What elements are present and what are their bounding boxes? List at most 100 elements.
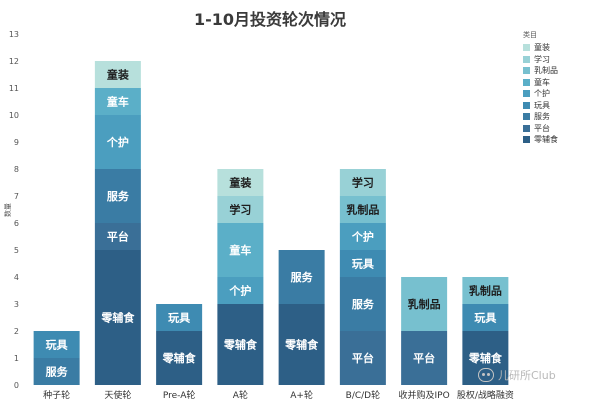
legend-swatch: [523, 101, 530, 109]
bar-segment-label: 玩具: [474, 312, 496, 325]
bar-segment-label: 零辅食: [223, 338, 258, 352]
legend-item: 个护: [523, 88, 558, 100]
legend-label: 个护: [534, 89, 550, 99]
bar-segment: [401, 331, 448, 385]
bar-segment: [33, 358, 80, 385]
y-tick-label: 7: [14, 192, 19, 201]
y-tick-label: 6: [14, 219, 19, 228]
x-tick-label: 种子轮: [43, 389, 70, 401]
legend-label: 玩具: [534, 100, 550, 110]
bar-segment: [278, 250, 325, 304]
y-tick-label: 3: [14, 300, 19, 309]
y-tick-label: 8: [14, 165, 19, 174]
legend-label: 乳制品: [534, 66, 558, 76]
bar-segment-label: 个护: [106, 135, 129, 149]
bar-segment: [401, 277, 448, 331]
x-tick-label: 股权/战略融资: [457, 389, 514, 401]
bar-segment-label: 服务: [352, 297, 375, 311]
bar-segment: [217, 169, 264, 196]
y-tick-label: 5: [14, 246, 19, 255]
y-tick-label: 0: [14, 381, 19, 390]
legend-swatch: [523, 124, 530, 132]
legend-label: 学习: [534, 54, 550, 64]
bar-segment-label: 童装: [229, 176, 251, 190]
bar-segment-label: 玩具: [46, 339, 68, 352]
x-tick-label: 天使轮: [104, 389, 131, 401]
legend-swatch: [523, 67, 530, 75]
legend-label: 零辅食: [534, 135, 558, 145]
legend-item: 童车: [523, 77, 558, 89]
bar-segment-label: 童车: [107, 95, 129, 109]
legend-item: 服务: [523, 111, 558, 123]
legend-label: 童车: [534, 77, 550, 87]
legend-swatch: [523, 78, 530, 86]
legend-swatch: [523, 113, 530, 121]
bar-segment: [339, 250, 386, 277]
bar-segment-label: 服务: [46, 365, 69, 379]
x-tick-label: A轮: [233, 389, 248, 401]
bar-segment: [217, 223, 264, 277]
bar-segment: [462, 304, 509, 331]
bar-segment-label: 乳制品: [408, 297, 441, 311]
bar-segment: [462, 277, 509, 304]
stacked-bar-chart: 数量012345678910111213服务玩具种子轮零辅食平台服务个护童车童装…: [3, 30, 514, 401]
bar-segment-label: 零辅食: [162, 351, 197, 365]
bar-segment: [94, 250, 141, 385]
y-tick-label: 12: [9, 57, 19, 66]
bar-segment: [339, 169, 386, 196]
legend-label: 平台: [534, 123, 550, 133]
bar-segment: [278, 304, 325, 385]
bar-segment: [33, 331, 80, 358]
bar-segment: [217, 196, 264, 223]
y-axis-label: 数量: [3, 203, 12, 217]
chart-title: 1-10月投资轮次情况: [193, 10, 347, 29]
bar-segment-label: 服务: [107, 189, 130, 203]
legend-label: 服务: [534, 112, 550, 122]
legend-swatch: [523, 44, 530, 52]
bar-segment: [156, 304, 203, 331]
watermark: 儿研所Club: [478, 367, 556, 383]
bar-segment: [94, 88, 141, 115]
bar-segment: [94, 223, 141, 250]
bar-segment: [339, 223, 386, 250]
y-tick-label: 9: [14, 138, 19, 147]
bar-segment: [462, 331, 509, 385]
bar-segment: [94, 61, 141, 88]
bar-segment-label: 玩具: [168, 312, 190, 325]
legend-swatch: [523, 55, 530, 63]
bar-segment-label: 乳制品: [469, 284, 502, 298]
wechat-icon: [478, 368, 494, 382]
bar-segment-label: 平台: [107, 230, 129, 244]
bar-segment-label: 童装: [107, 68, 129, 82]
y-tick-label: 11: [9, 84, 19, 93]
bar-segment-label: 平台: [413, 351, 435, 365]
bar-segment-label: 玩具: [352, 258, 374, 271]
bar-segment: [94, 169, 141, 223]
legend-item: 童装: [523, 42, 558, 54]
y-tick-label: 13: [9, 30, 19, 39]
bar-segment-label: 学习: [352, 176, 374, 190]
legend-item: 平台: [523, 123, 558, 135]
bar-segment-label: 个护: [228, 284, 251, 298]
legend-item: 学习: [523, 54, 558, 66]
bar-segment: [94, 115, 141, 169]
bar-segment-label: 服务: [291, 270, 314, 284]
bar-segment-label: 平台: [352, 351, 374, 365]
y-tick-label: 1: [14, 354, 19, 363]
bar-segment-label: 零辅食: [468, 351, 503, 365]
x-tick-label: B/C/D轮: [346, 389, 380, 401]
x-tick-label: A+轮: [290, 389, 313, 401]
bar-segment: [217, 277, 264, 304]
bar-segment-label: 零辅食: [100, 311, 135, 325]
bar-segment-label: 童车: [229, 243, 251, 257]
legend-item: 玩具: [523, 100, 558, 112]
bar-segment: [217, 304, 264, 385]
bar-segment: [339, 331, 386, 385]
x-tick-label: 收并购及IPO: [399, 389, 450, 401]
x-tick-label: Pre-A轮: [163, 389, 196, 401]
y-tick-label: 2: [14, 327, 19, 336]
bar-segment-label: 学习: [229, 203, 251, 217]
legend: 类目 童装 学习 乳制品 童车 个护 玩具 服务 平台 零辅食: [523, 30, 558, 146]
bar-segment-label: 零辅食: [284, 338, 319, 352]
bar-segment: [156, 331, 203, 385]
